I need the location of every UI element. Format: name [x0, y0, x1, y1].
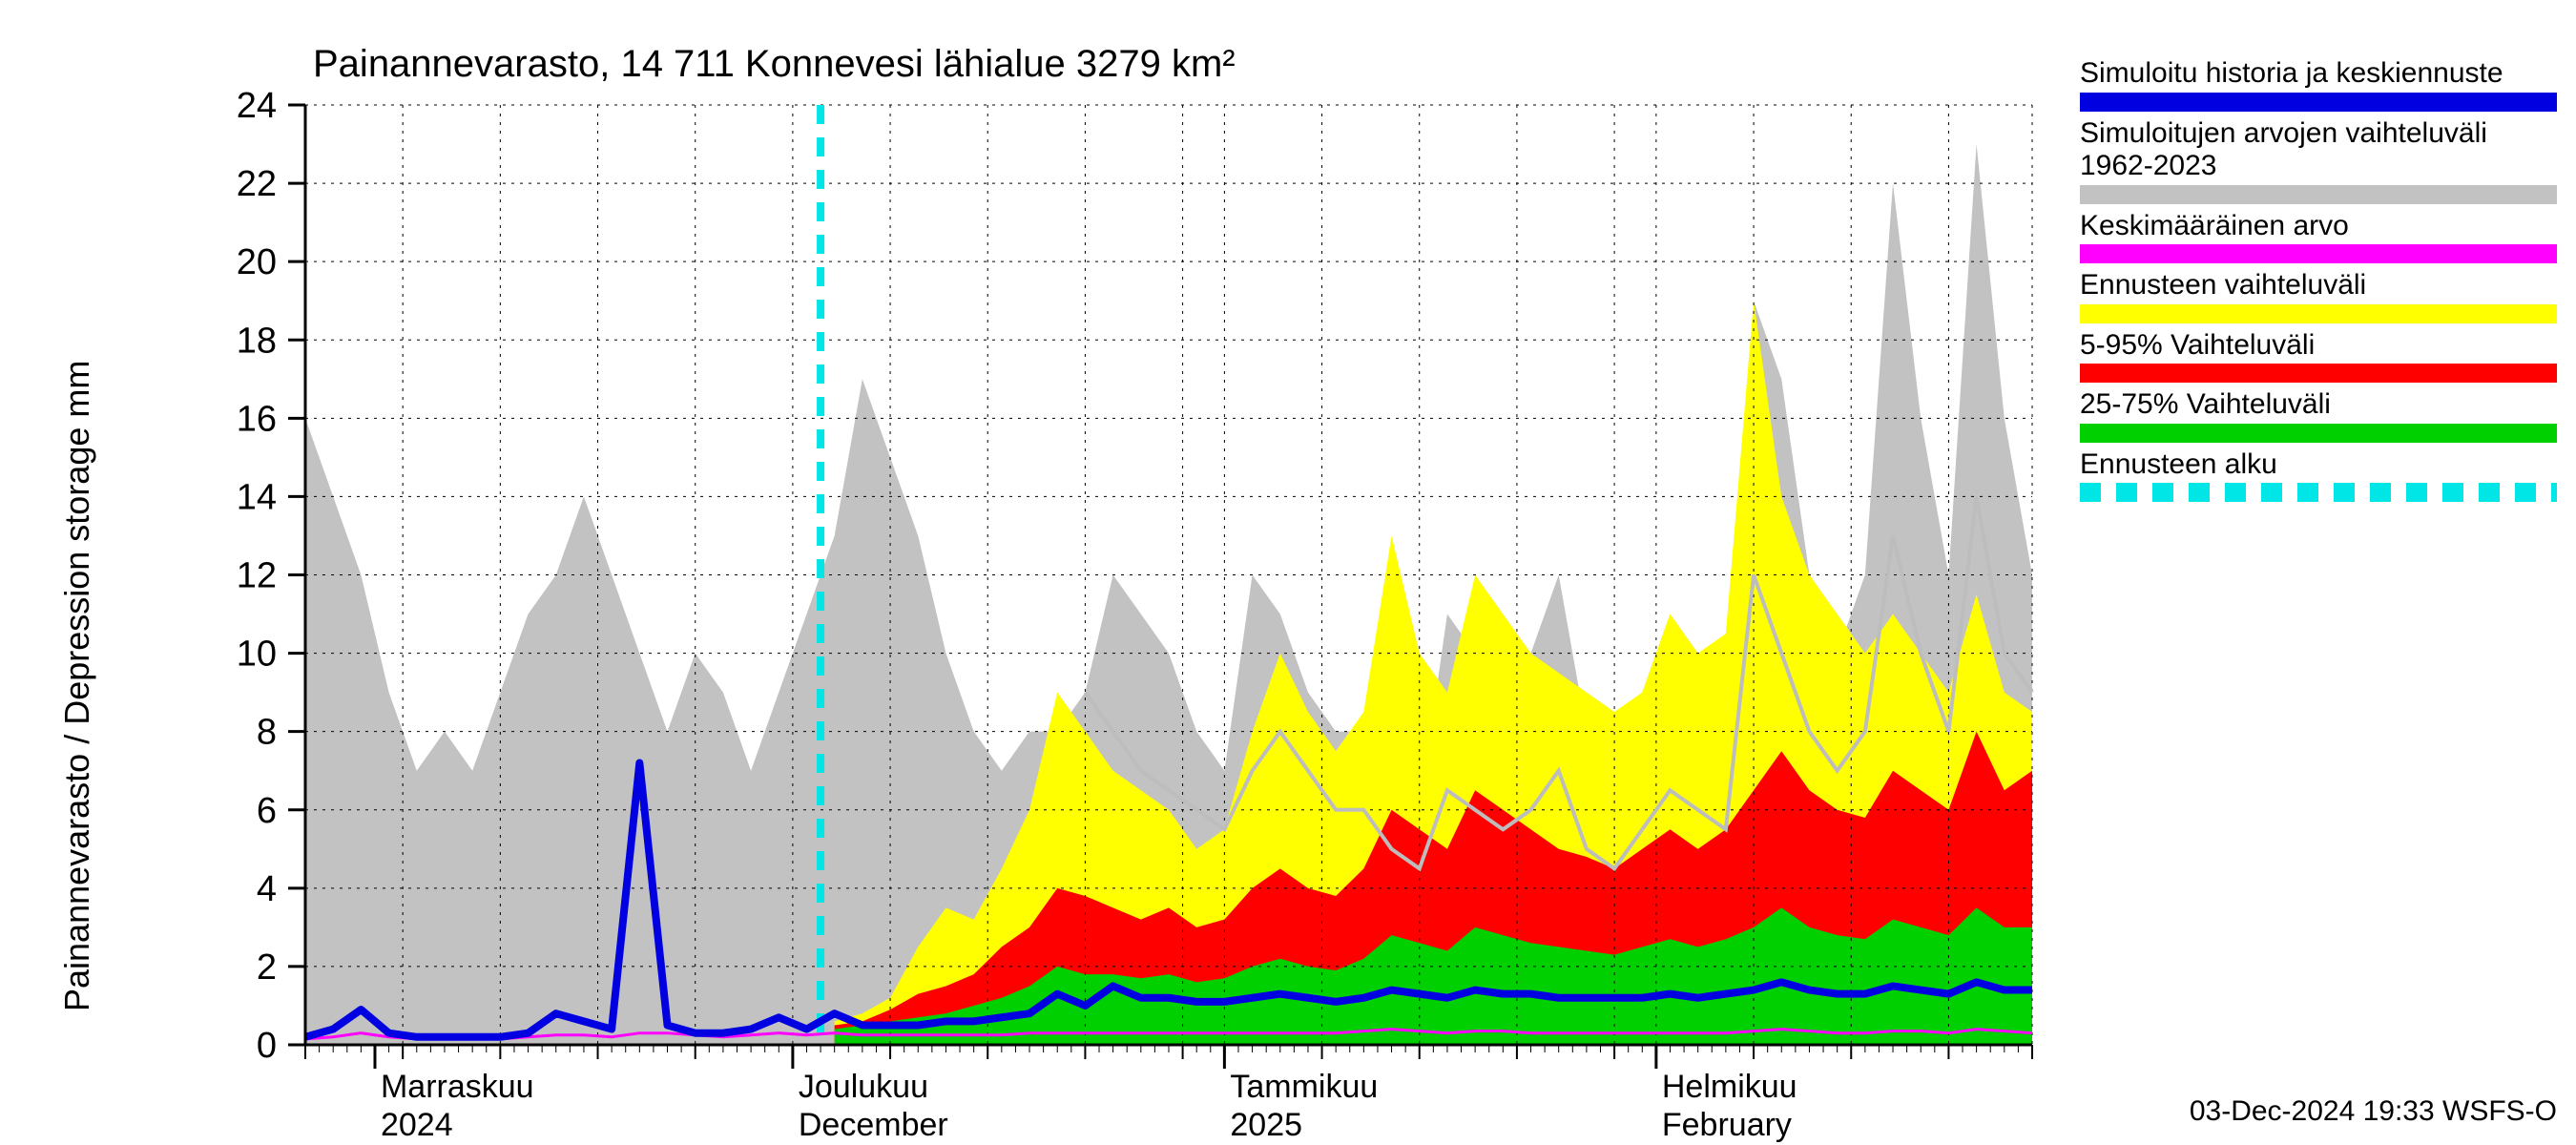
legend-swatch	[2080, 185, 2557, 204]
legend-label: Keskimääräinen arvo	[2080, 210, 2557, 243]
svg-text:14: 14	[237, 477, 277, 517]
legend-swatch	[2080, 244, 2557, 263]
svg-text:Marraskuu: Marraskuu	[381, 1069, 534, 1105]
legend-label: 25-75% Vaihteluväli	[2080, 388, 2557, 422]
legend-label: Simuloitu historia ja keskiennuste	[2080, 57, 2557, 91]
legend-entry: 5-95% Vaihteluväli	[2080, 329, 2557, 384]
legend-label: Ennusteen vaihteluväli	[2080, 269, 2557, 302]
legend-swatch	[2080, 424, 2557, 443]
svg-text:4: 4	[257, 869, 277, 909]
legend-entry: Ennusteen alku	[2080, 448, 2557, 503]
legend-label: 5-95% Vaihteluväli	[2080, 329, 2557, 363]
svg-text:Tammikuu: Tammikuu	[1230, 1069, 1378, 1105]
legend-swatch	[2080, 304, 2557, 323]
legend-label: Ennusteen alku	[2080, 448, 2557, 482]
legend-entry: Keskimääräinen arvo	[2080, 210, 2557, 264]
legend-entry: Simuloitujen arvojen vaihteluväli 1962-2…	[2080, 117, 2557, 204]
svg-text:December: December	[799, 1107, 948, 1143]
chart-container: 024681012141618202224Marraskuu2024Jouluk…	[0, 0, 2576, 1145]
legend-entry: Ennusteen vaihteluväli	[2080, 269, 2557, 323]
svg-text:February: February	[1662, 1107, 1792, 1143]
svg-text:12: 12	[237, 556, 277, 596]
svg-text:0: 0	[257, 1026, 277, 1066]
svg-text:Painannevarasto, 14 711 Konnev: Painannevarasto, 14 711 Konnevesi lähial…	[313, 43, 1236, 85]
legend-swatch	[2080, 93, 2557, 112]
svg-text:18: 18	[237, 321, 277, 361]
legend-entry: 25-75% Vaihteluväli	[2080, 388, 2557, 443]
legend-swatch	[2080, 364, 2557, 383]
svg-text:16: 16	[237, 399, 277, 439]
svg-text:Helmikuu: Helmikuu	[1662, 1069, 1797, 1105]
legend-label: Simuloitujen arvojen vaihteluväli 1962-2…	[2080, 117, 2557, 183]
legend-swatch	[2080, 483, 2557, 502]
svg-text:Joulukuu: Joulukuu	[799, 1069, 928, 1105]
footer-timestamp: 03-Dec-2024 19:33 WSFS-O	[2190, 1095, 2557, 1128]
y-axis-title: Painannevarasto / Depression storage mm	[57, 361, 97, 1011]
svg-text:2025: 2025	[1230, 1107, 1302, 1143]
svg-text:24: 24	[237, 86, 277, 126]
svg-text:10: 10	[237, 635, 277, 675]
svg-text:8: 8	[257, 713, 277, 753]
svg-text:2: 2	[257, 947, 277, 988]
svg-text:6: 6	[257, 791, 277, 831]
svg-text:2024: 2024	[381, 1107, 453, 1143]
y-axis-label: Painannevarasto / Depression storage mm	[57, 361, 96, 1011]
legend-entry: Simuloitu historia ja keskiennuste	[2080, 57, 2557, 112]
svg-text:22: 22	[237, 164, 277, 204]
svg-text:20: 20	[237, 242, 277, 282]
legend: Simuloitu historia ja keskiennuste Simulo…	[2080, 57, 2557, 508]
